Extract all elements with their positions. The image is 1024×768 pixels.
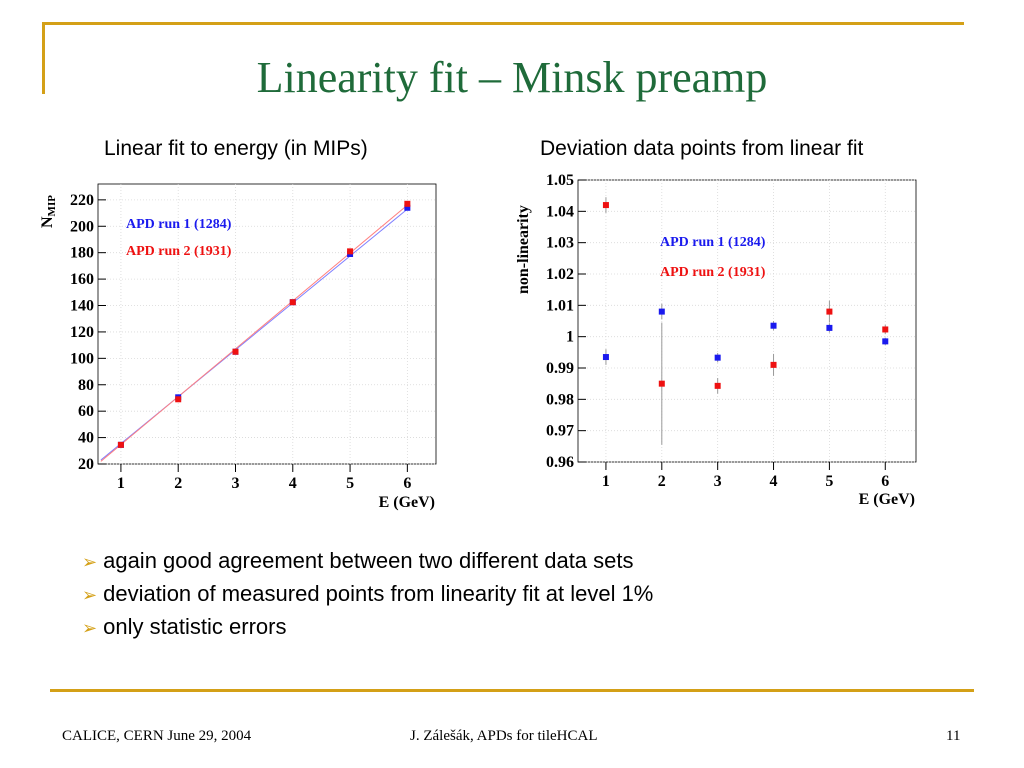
x-tick-label: 1 xyxy=(602,473,610,490)
data-point xyxy=(404,204,411,211)
x-ticks: 1 2 3 4 5 6 xyxy=(602,462,889,490)
arrow-bullet-icon: ➢ xyxy=(82,618,98,638)
bullet-text: deviation of measured points from linear… xyxy=(103,581,654,606)
legend-run1: APD run 1 (1284) xyxy=(126,217,232,232)
y-axis-label-sub: MIP xyxy=(46,195,58,217)
y-axis-label-main: N xyxy=(39,216,56,228)
x-tick-label: 3 xyxy=(231,475,239,492)
y-tick-label: 0.97 xyxy=(546,423,574,440)
top-frame-line xyxy=(42,22,964,25)
bullet-text: only statistic errors xyxy=(103,614,287,639)
y-ticks: 20 40 60 80 100 120 140 160 180 200 220 xyxy=(70,192,106,473)
y-tick-label: 0.99 xyxy=(546,360,574,377)
y-tick-label: 1.02 xyxy=(546,266,574,283)
y-tick-label: 80 xyxy=(78,377,94,394)
x-tick-label: 5 xyxy=(346,475,354,492)
data-point xyxy=(175,396,182,403)
y-tick-label: 140 xyxy=(70,298,94,315)
bullet-item: ➢ again good agreement between two differ… xyxy=(82,545,653,578)
y-tick-label: 120 xyxy=(70,324,94,341)
x-ticks: 1 2 3 4 5 6 xyxy=(117,464,411,492)
x-tick-label: 3 xyxy=(714,473,722,490)
data-point xyxy=(882,326,889,333)
data-point xyxy=(658,380,665,387)
arrow-bullet-icon: ➢ xyxy=(82,585,98,605)
y-tick-label: 180 xyxy=(70,245,94,262)
data-point xyxy=(770,322,777,329)
fit-lines xyxy=(100,204,408,462)
data-point xyxy=(232,348,239,355)
y-tick-label: 1.04 xyxy=(546,203,574,220)
y-tick-label: 1.05 xyxy=(546,172,574,189)
y-tick-label: 220 xyxy=(70,192,94,209)
left-frame-line xyxy=(42,22,45,94)
left-chart-subtitle: Linear fit to energy (in MIPs) xyxy=(104,137,368,160)
bullet-item: ➢ only statistic errors xyxy=(82,611,653,644)
x-tick-label: 2 xyxy=(174,475,182,492)
slide-title: Linearity fit – Minsk preamp xyxy=(256,53,768,102)
x-tick-label: 4 xyxy=(289,475,297,492)
page-number: 11 xyxy=(946,728,961,744)
grid xyxy=(98,184,436,465)
footer-rule xyxy=(50,689,974,692)
data-points xyxy=(117,200,411,448)
arrow-bullet-icon: ➢ xyxy=(82,552,98,572)
data-point xyxy=(770,361,777,368)
right-chart-subtitle: Deviation data points from linear fit xyxy=(540,137,864,160)
x-tick-label: 6 xyxy=(403,475,411,492)
x-tick-label: 6 xyxy=(881,473,889,490)
y-tick-label: 1.03 xyxy=(546,235,574,252)
y-tick-label: 20 xyxy=(78,456,94,473)
data-points xyxy=(602,197,889,445)
data-point xyxy=(602,354,609,361)
y-tick-label: 200 xyxy=(70,218,94,235)
data-point xyxy=(658,308,665,315)
data-point xyxy=(347,248,354,255)
data-point xyxy=(714,354,721,361)
x-tick-label: 4 xyxy=(770,473,778,490)
x-axis-label: E (GeV) xyxy=(379,494,435,511)
footer-event: CALICE, CERN June 29, 2004 xyxy=(62,728,252,744)
y-tick-label: 0.98 xyxy=(546,391,574,408)
x-tick-label: 2 xyxy=(658,473,666,490)
y-tick-label: 1.01 xyxy=(546,297,574,314)
y-tick-label: 0.96 xyxy=(546,454,574,471)
grid xyxy=(578,179,916,463)
data-point xyxy=(714,382,721,389)
y-axis-label: NMIP xyxy=(39,195,58,228)
y-tick-label: 160 xyxy=(70,271,94,288)
y-axis-label: non-linearity xyxy=(515,205,532,294)
data-point xyxy=(826,308,833,315)
plot-frame xyxy=(577,179,917,463)
legend-run1: APD run 1 (1284) xyxy=(660,235,766,250)
fit-line xyxy=(100,204,408,462)
y-tick-label: 100 xyxy=(70,350,94,367)
footer-author: J. Zálešák, APDs for tileHCAL xyxy=(410,728,598,744)
bullet-text: again good agreement between two differe… xyxy=(103,548,634,573)
bullet-item: ➢ deviation of measured points from linea… xyxy=(82,578,653,611)
x-tick-label: 1 xyxy=(117,475,125,492)
data-point xyxy=(882,338,889,345)
data-point xyxy=(602,202,609,209)
y-ticks: 0.96 0.97 0.98 0.99 1 1.01 1.02 1.03 1.04 1.05 xyxy=(546,172,586,471)
x-axis-label: E (GeV) xyxy=(859,491,915,508)
y-tick-label: 1 xyxy=(566,329,574,346)
bullet-list: ➢ again good agreement between two differ… xyxy=(82,545,653,644)
y-tick-label: 60 xyxy=(78,403,94,420)
legend-run2: APD run 2 (1931) xyxy=(660,265,766,280)
data-point xyxy=(826,324,833,331)
legend-run2: APD run 2 (1931) xyxy=(126,244,232,259)
data-point xyxy=(289,299,296,306)
data-point xyxy=(117,441,124,448)
data-point xyxy=(404,200,411,207)
x-tick-label: 5 xyxy=(825,473,833,490)
y-tick-label: 40 xyxy=(78,430,94,447)
